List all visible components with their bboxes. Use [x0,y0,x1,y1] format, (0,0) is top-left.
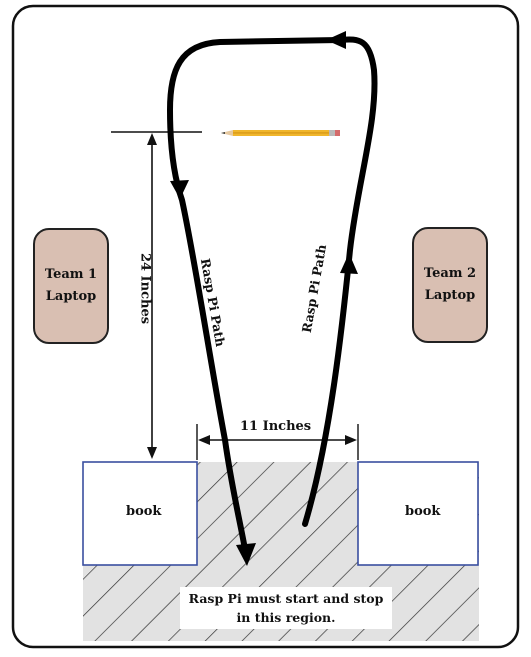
left-book [82,461,198,566]
right-book [357,461,479,566]
notice-line2: in this region. [236,610,336,625]
path-arrow-right [340,253,358,274]
team2-laptop: Team 2 Laptop [412,227,488,343]
team2-laptop-line2: Laptop [424,288,476,303]
gap-dimension-label: 11 Inches [240,419,312,434]
path-arrow-top [326,31,346,49]
team1-laptop: Team 1 Laptop [33,228,109,344]
right-book-label: book [405,504,441,519]
gap-arrow-right [345,435,357,445]
team2-laptop-line1: Team 2 [423,266,477,281]
gap-arrow-left [198,435,210,445]
notice-line1: Rasp Pi must start and stop [188,591,384,606]
team1-laptop-line2: Laptop [45,289,97,304]
height-dimension-label: 24 Inches [137,252,153,325]
pencil-icon [221,130,340,136]
path-arrow-end [236,543,256,566]
height-arrow-top [147,133,157,145]
left-book-label: book [126,504,162,519]
team1-laptop-line1: Team 1 [44,267,98,282]
path-arrow-left [170,180,189,199]
start-stop-notice: Rasp Pi must start and stop in this regi… [180,587,392,629]
height-arrow-bottom [147,447,157,459]
